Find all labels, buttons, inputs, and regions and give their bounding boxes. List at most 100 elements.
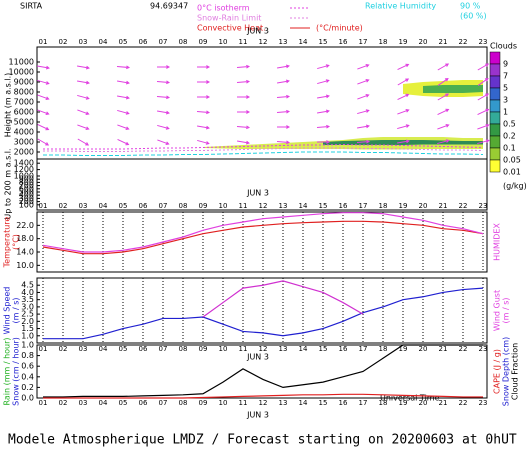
y-tick-label: 2.0 xyxy=(21,317,34,326)
y-tick-label: 14.0 xyxy=(16,248,34,257)
x-tick-label: 08 xyxy=(179,38,188,46)
date-label: JUN 3 xyxy=(246,27,269,36)
wind-arrow xyxy=(317,140,331,144)
wind-arrow xyxy=(477,63,490,71)
wind-arrow xyxy=(197,95,211,99)
x-tick-label: 13 xyxy=(279,38,288,46)
y-tick-label: 400 xyxy=(19,191,34,200)
y-tick-label: 3.5 xyxy=(21,295,34,304)
x-tick-label: 07 xyxy=(159,345,168,353)
x-tick-label: 22 xyxy=(459,38,468,46)
x-tick-label: 06 xyxy=(139,345,148,353)
series-line xyxy=(202,280,364,318)
colorbar-swatch xyxy=(489,135,501,149)
y-tick-label: 0.0 xyxy=(21,394,34,403)
x-tick-label: 08 xyxy=(179,202,188,210)
x-tick-label: 13 xyxy=(279,345,288,353)
legend-label: Convective Heat. xyxy=(197,24,266,33)
x-tick-label: 05 xyxy=(119,399,128,407)
y-tick-label: 800 xyxy=(19,178,34,187)
wind-arrow xyxy=(77,80,90,85)
y-tick-label: 3000 xyxy=(14,138,34,147)
humidity-high: 90 % xyxy=(460,2,481,11)
x-tick-label: 09 xyxy=(199,38,208,46)
y-tick-label: 0.4 xyxy=(21,372,34,381)
series-line xyxy=(43,344,483,398)
wind-arrow xyxy=(357,64,370,70)
wind-arrow xyxy=(477,77,489,86)
x-tick-label: 20 xyxy=(419,38,428,46)
x-tick-label: 16 xyxy=(339,202,348,210)
wind-arrow xyxy=(277,79,290,84)
wind-arrow xyxy=(437,108,450,115)
wind-arrow xyxy=(197,125,210,130)
colorbar-swatch xyxy=(489,63,501,77)
wind-arrow xyxy=(277,64,290,69)
wind-arrow xyxy=(397,124,410,130)
x-tick-label: 13 xyxy=(279,202,288,210)
x-tick-label: 23 xyxy=(479,202,488,210)
series-line xyxy=(43,393,483,399)
wind-arrow xyxy=(37,124,50,131)
colorbar-label: 1 xyxy=(503,108,508,117)
y2-axis-label: Cloud Fraction xyxy=(511,343,520,400)
wind-arrow xyxy=(157,110,170,115)
colorbar-swatch xyxy=(489,75,501,89)
x-tick-label: 19 xyxy=(399,202,408,210)
x-tick-label: 03 xyxy=(79,202,88,210)
wind-arrow xyxy=(317,109,330,114)
y-tick-label: 900 xyxy=(19,175,34,184)
wind-arrow xyxy=(437,139,450,145)
wind-arrow xyxy=(236,125,251,130)
colorbar-swatch xyxy=(489,159,501,173)
colorbar-label: 7 xyxy=(503,72,508,81)
x-tick-label: 18 xyxy=(379,345,388,353)
wind-arrow xyxy=(397,139,410,144)
y2-axis-label: Snow Depth (cm) xyxy=(502,337,511,406)
wind-arrow xyxy=(117,124,130,130)
wind-arrow xyxy=(37,138,50,146)
x-tick-label: 10 xyxy=(219,399,228,407)
wind-arrow xyxy=(276,109,291,114)
x-tick-label: 01 xyxy=(39,38,48,46)
x-tick-label: 23 xyxy=(479,345,488,353)
wind-arrow xyxy=(157,139,170,145)
y-tick-label: 4.0 xyxy=(21,288,34,297)
x-tick-label: 10 xyxy=(219,202,228,210)
x-tick-label: 10 xyxy=(219,345,228,353)
x-tick-label: 22 xyxy=(459,345,468,353)
wind-arrow xyxy=(37,94,50,100)
x-tick-label: 23 xyxy=(479,38,488,46)
x-tick-label: 01 xyxy=(39,202,48,210)
x-tick-label: 21 xyxy=(439,38,448,46)
x-tick-label: 01 xyxy=(39,345,48,353)
plot-frame xyxy=(36,344,488,399)
wind-arrow xyxy=(317,64,330,70)
y-axis-label: Up to 200 m a.s.l. xyxy=(4,148,13,219)
series-line xyxy=(43,287,484,340)
legend-label: Relative Humidity xyxy=(365,2,436,11)
footer: Modele Atmospherique LMDZ / Forecast sta… xyxy=(8,433,517,448)
colorbar-label: 0.05 xyxy=(503,156,521,165)
station: SIRTA xyxy=(20,2,43,11)
legend-unit: (°C/minute) xyxy=(316,24,363,33)
x-tick-label: 04 xyxy=(99,202,108,210)
y-tick-label: 2.5 xyxy=(21,310,34,319)
y-tick-label: 300 xyxy=(19,194,34,203)
y-axis-label: Temperature xyxy=(3,217,12,269)
x-tick-label: 09 xyxy=(199,202,208,210)
x-tick-label: 10 xyxy=(219,38,228,46)
wind-arrow xyxy=(37,109,50,115)
y-tick-label: 6000 xyxy=(14,108,34,117)
wind-arrow xyxy=(317,94,330,99)
x-tick-label: 06 xyxy=(139,38,148,46)
x-tick-label: 23 xyxy=(479,399,488,407)
x-tick-label: 12 xyxy=(259,399,268,407)
x-tick-label: 07 xyxy=(159,38,168,46)
plot-frame xyxy=(36,46,488,211)
x-tick-label: 21 xyxy=(439,399,448,407)
x-tick-label: 08 xyxy=(179,399,188,407)
wind-arrow xyxy=(397,78,410,86)
x-tick-label: 16 xyxy=(339,345,348,353)
x-tick-label: 05 xyxy=(119,345,128,353)
